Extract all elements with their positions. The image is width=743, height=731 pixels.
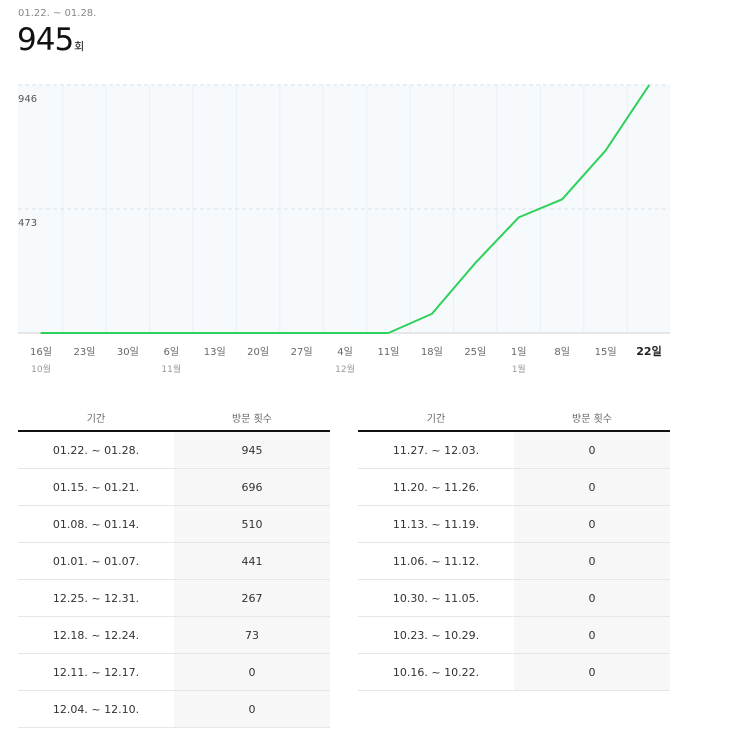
table-row: 11.27. ~ 12.03. 0 xyxy=(358,431,670,469)
table-header-row: 기간 방문 횟수 xyxy=(18,404,330,432)
period-cell: 12.18. ~ 12.24. xyxy=(18,616,174,654)
table-row: 12.04. ~ 12.10. 0 xyxy=(18,690,330,728)
table-header-row: 기간 방문 횟수 xyxy=(358,404,670,432)
visits-cell: 0 xyxy=(514,505,670,543)
visits-cell: 0 xyxy=(514,468,670,506)
period-cell: 10.23. ~ 10.29. xyxy=(358,616,514,654)
table-row: 11.06. ~ 11.12. 0 xyxy=(358,542,670,580)
column-header-visits: 방문 횟수 xyxy=(514,404,670,432)
data-point xyxy=(344,332,346,334)
table-row: 12.25. ~ 12.31. 267 xyxy=(18,579,330,617)
table-row: 01.01. ~ 01.07. 441 xyxy=(18,542,330,580)
period-cell: 11.27. ~ 12.03. xyxy=(358,431,514,469)
x-tick-label: 18일 xyxy=(421,346,443,358)
date-range-label: 01.22. ~ 01.28. xyxy=(18,8,97,19)
visits-cell: 510 xyxy=(174,505,330,543)
data-point xyxy=(300,332,303,334)
y-tick-label: 946 xyxy=(18,94,37,105)
x-tick-label: 8일 xyxy=(554,346,570,358)
x-month-label: 10월 xyxy=(31,363,51,375)
column-header-period: 기간 xyxy=(358,404,514,432)
x-tick-label: 6일 xyxy=(164,346,180,358)
x-tick-label: 23일 xyxy=(73,346,95,358)
table-row: 12.11. ~ 12.17. 0 xyxy=(18,653,330,691)
period-cell: 01.01. ~ 01.07. xyxy=(18,542,174,580)
x-tick-label: 16일 xyxy=(30,346,52,358)
table-row: 01.15. ~ 01.21. 696 xyxy=(18,468,330,506)
visits-cell: 0 xyxy=(514,579,670,617)
x-tick-label: 20일 xyxy=(247,346,269,358)
visits-cell: 0 xyxy=(514,542,670,580)
visits-cell: 0 xyxy=(174,653,330,691)
x-tick-label: 15일 xyxy=(595,346,617,358)
x-tick-label: 30일 xyxy=(117,346,139,358)
data-point xyxy=(517,216,520,219)
total-visits-unit: 회 xyxy=(74,40,85,53)
x-tick-label: 4일 xyxy=(337,346,353,358)
x-tick-label: 11일 xyxy=(377,346,399,358)
visits-cell: 0 xyxy=(174,690,330,728)
period-cell: 12.11. ~ 12.17. xyxy=(18,653,174,691)
total-visits: 945 회 xyxy=(17,22,84,58)
visits-table-left: 기간 방문 횟수 01.22. ~ 01.28. 945 01.15. ~ 01.2… xyxy=(18,404,330,728)
total-visits-value: 945 xyxy=(17,22,74,58)
x-tick-label: 27일 xyxy=(291,346,313,358)
column-header-period: 기간 xyxy=(18,404,174,432)
column-header-visits: 방문 횟수 xyxy=(174,404,330,432)
period-cell: 01.08. ~ 01.14. xyxy=(18,505,174,543)
period-cell: 10.16. ~ 10.22. xyxy=(358,653,514,691)
data-point xyxy=(561,198,563,201)
visits-table-right: 기간 방문 횟수 11.27. ~ 12.03. 0 11.20. ~ 11.26.… xyxy=(358,404,670,691)
x-tick-label: 22일 xyxy=(636,344,661,358)
visits-cell: 0 xyxy=(514,616,670,654)
weekly-visits-line-chart: 473 946 16일 10월 23일 30일 6일 11월 13일 20일 27일 4일 12월 11일… xyxy=(18,84,670,375)
table-row: 11.13. ~ 11.19. 0 xyxy=(358,505,670,543)
x-tick-label: 1일 xyxy=(511,346,527,358)
x-month-label: 1월 xyxy=(512,363,526,375)
visits-cell: 267 xyxy=(174,579,330,617)
x-month-label: 12월 xyxy=(335,363,355,375)
table-row: 10.16. ~ 10.22. 0 xyxy=(358,653,670,691)
period-cell: 10.30. ~ 11.05. xyxy=(358,579,514,617)
data-point xyxy=(474,262,477,264)
data-point xyxy=(170,332,173,334)
data-point xyxy=(257,332,259,334)
period-cell: 11.13. ~ 11.19. xyxy=(358,505,514,543)
y-tick-label: 473 xyxy=(18,218,37,229)
data-point xyxy=(83,332,86,334)
data-point xyxy=(431,313,433,315)
data-point xyxy=(604,149,607,152)
x-tick-label: 25일 xyxy=(464,346,486,358)
visits-cell: 441 xyxy=(174,542,330,580)
period-cell: 12.04. ~ 12.10. xyxy=(18,690,174,728)
data-point xyxy=(387,332,390,334)
x-month-label: 11월 xyxy=(161,363,181,375)
table-row: 12.18. ~ 12.24. 73 xyxy=(18,616,330,654)
visits-cell: 945 xyxy=(174,431,330,469)
data-point xyxy=(648,84,650,87)
period-cell: 11.20. ~ 11.26. xyxy=(358,468,514,506)
table-row: 11.20. ~ 11.26. 0 xyxy=(358,468,670,506)
x-tick-label: 13일 xyxy=(204,346,226,358)
period-cell: 12.25. ~ 12.31. xyxy=(18,579,174,617)
table-row: 01.08. ~ 01.14. 510 xyxy=(18,505,330,543)
table-row: 01.22. ~ 01.28. 945 xyxy=(18,431,330,469)
data-point xyxy=(40,332,42,334)
data-point xyxy=(127,332,129,334)
visits-cell: 73 xyxy=(174,616,330,654)
period-cell: 11.06. ~ 11.12. xyxy=(358,542,514,580)
period-cell: 01.22. ~ 01.28. xyxy=(18,431,174,469)
period-cell: 01.15. ~ 01.21. xyxy=(18,468,174,506)
table-row: 10.30. ~ 11.05. 0 xyxy=(358,579,670,617)
table-row: 10.23. ~ 10.29. 0 xyxy=(358,616,670,654)
visits-cell: 0 xyxy=(514,431,670,469)
data-point xyxy=(213,332,216,334)
visits-cell: 0 xyxy=(514,653,670,691)
visits-cell: 696 xyxy=(174,468,330,506)
